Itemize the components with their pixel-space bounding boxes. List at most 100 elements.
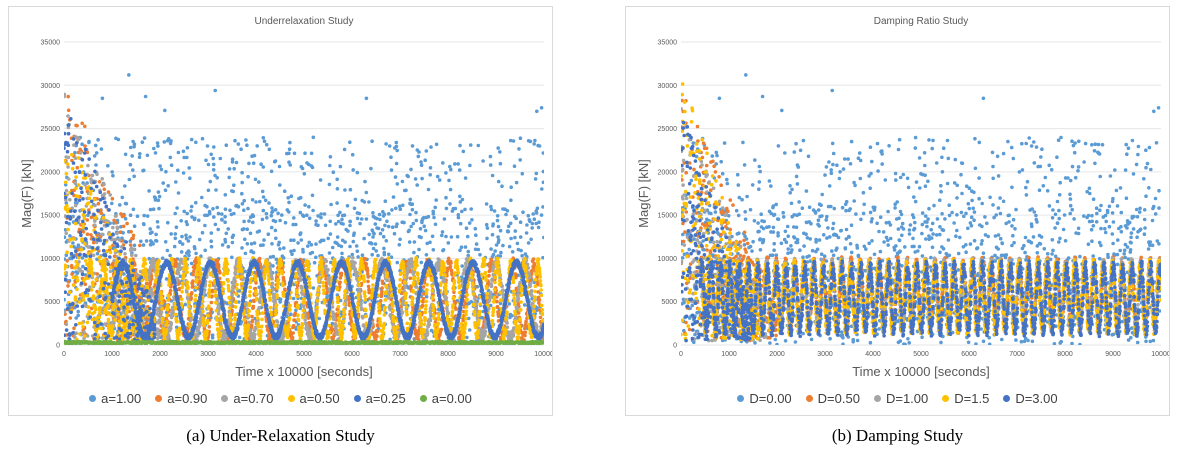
data-point	[216, 211, 221, 216]
data-point	[197, 279, 202, 284]
data-point	[389, 168, 394, 172]
data-point	[501, 243, 505, 248]
data-point	[510, 250, 515, 254]
data-point	[152, 261, 157, 266]
data-point	[108, 193, 112, 197]
data-point	[173, 211, 177, 216]
data-point	[314, 255, 318, 260]
data-point	[467, 221, 472, 225]
data-point	[538, 315, 543, 320]
data-point	[464, 226, 469, 230]
data-point	[296, 241, 300, 245]
data-point	[267, 201, 271, 205]
data-point	[323, 274, 328, 278]
y-tick-label: 0	[56, 343, 60, 350]
data-point	[400, 310, 405, 315]
data-point	[457, 168, 462, 172]
data-point	[182, 209, 186, 214]
data-point	[190, 215, 194, 219]
data-point	[265, 216, 269, 220]
data-point	[520, 171, 525, 176]
data-point	[307, 320, 312, 325]
data-point	[270, 276, 274, 281]
data-point	[448, 164, 452, 169]
data-point	[82, 330, 86, 334]
data-point	[118, 203, 122, 207]
data-point	[128, 243, 133, 247]
data-point	[305, 161, 309, 165]
data-point	[386, 252, 391, 257]
data-point	[269, 169, 274, 174]
data-point	[377, 212, 382, 217]
data-point	[474, 306, 479, 311]
data-point	[463, 176, 468, 180]
data-point	[310, 250, 315, 255]
data-point	[373, 222, 378, 226]
x-tick-label: 8000	[440, 351, 456, 358]
data-point	[353, 261, 357, 265]
data-point	[392, 231, 397, 236]
data-point	[240, 191, 244, 196]
data-point	[409, 224, 413, 229]
data-point	[444, 234, 448, 239]
data-point	[166, 220, 170, 225]
data-point	[312, 260, 317, 265]
data-point	[243, 237, 247, 242]
data-point	[326, 236, 331, 241]
data-point	[542, 235, 544, 240]
data-point	[234, 204, 238, 208]
data-point	[398, 204, 402, 208]
data-point	[330, 245, 335, 250]
data-point	[314, 219, 318, 223]
data-point	[94, 163, 98, 167]
data-point	[407, 240, 412, 244]
data-point	[64, 155, 68, 159]
data-point	[267, 147, 272, 152]
data-point	[234, 160, 239, 165]
data-point	[152, 195, 157, 199]
data-point	[328, 163, 332, 168]
data-point	[441, 248, 446, 252]
data-point	[343, 188, 347, 192]
data-point	[153, 151, 158, 155]
data-point	[232, 166, 236, 171]
data-point	[223, 207, 228, 211]
data-point	[260, 217, 265, 222]
data-point	[319, 215, 323, 220]
data-point	[294, 222, 298, 227]
data-point	[518, 136, 523, 140]
data-point	[419, 163, 424, 167]
data-point	[289, 312, 293, 317]
data-point	[117, 316, 121, 321]
data-point	[218, 156, 223, 161]
data-point	[244, 138, 248, 142]
data-point	[233, 138, 237, 143]
data-point	[156, 198, 161, 203]
data-point	[243, 269, 247, 274]
data-point	[426, 187, 431, 192]
data-point	[497, 238, 501, 242]
data-point	[349, 319, 354, 324]
data-point	[351, 239, 356, 244]
data-point	[362, 236, 366, 241]
data-point	[298, 232, 302, 237]
data-point	[138, 243, 142, 248]
data-point	[268, 337, 273, 341]
data-point	[431, 248, 436, 252]
data-point	[145, 153, 150, 158]
data-point	[240, 180, 244, 185]
data-point	[367, 200, 371, 204]
data-point	[246, 206, 250, 211]
data-point	[179, 250, 184, 254]
data-point	[132, 247, 136, 252]
data-point	[148, 270, 153, 274]
data-point	[117, 238, 122, 242]
data-point	[386, 224, 391, 229]
data-point	[434, 142, 439, 147]
data-point	[96, 138, 100, 142]
data-point	[254, 281, 258, 285]
data-point	[488, 154, 493, 159]
data-point	[250, 213, 255, 217]
data-point	[481, 159, 485, 163]
data-point	[400, 179, 405, 184]
